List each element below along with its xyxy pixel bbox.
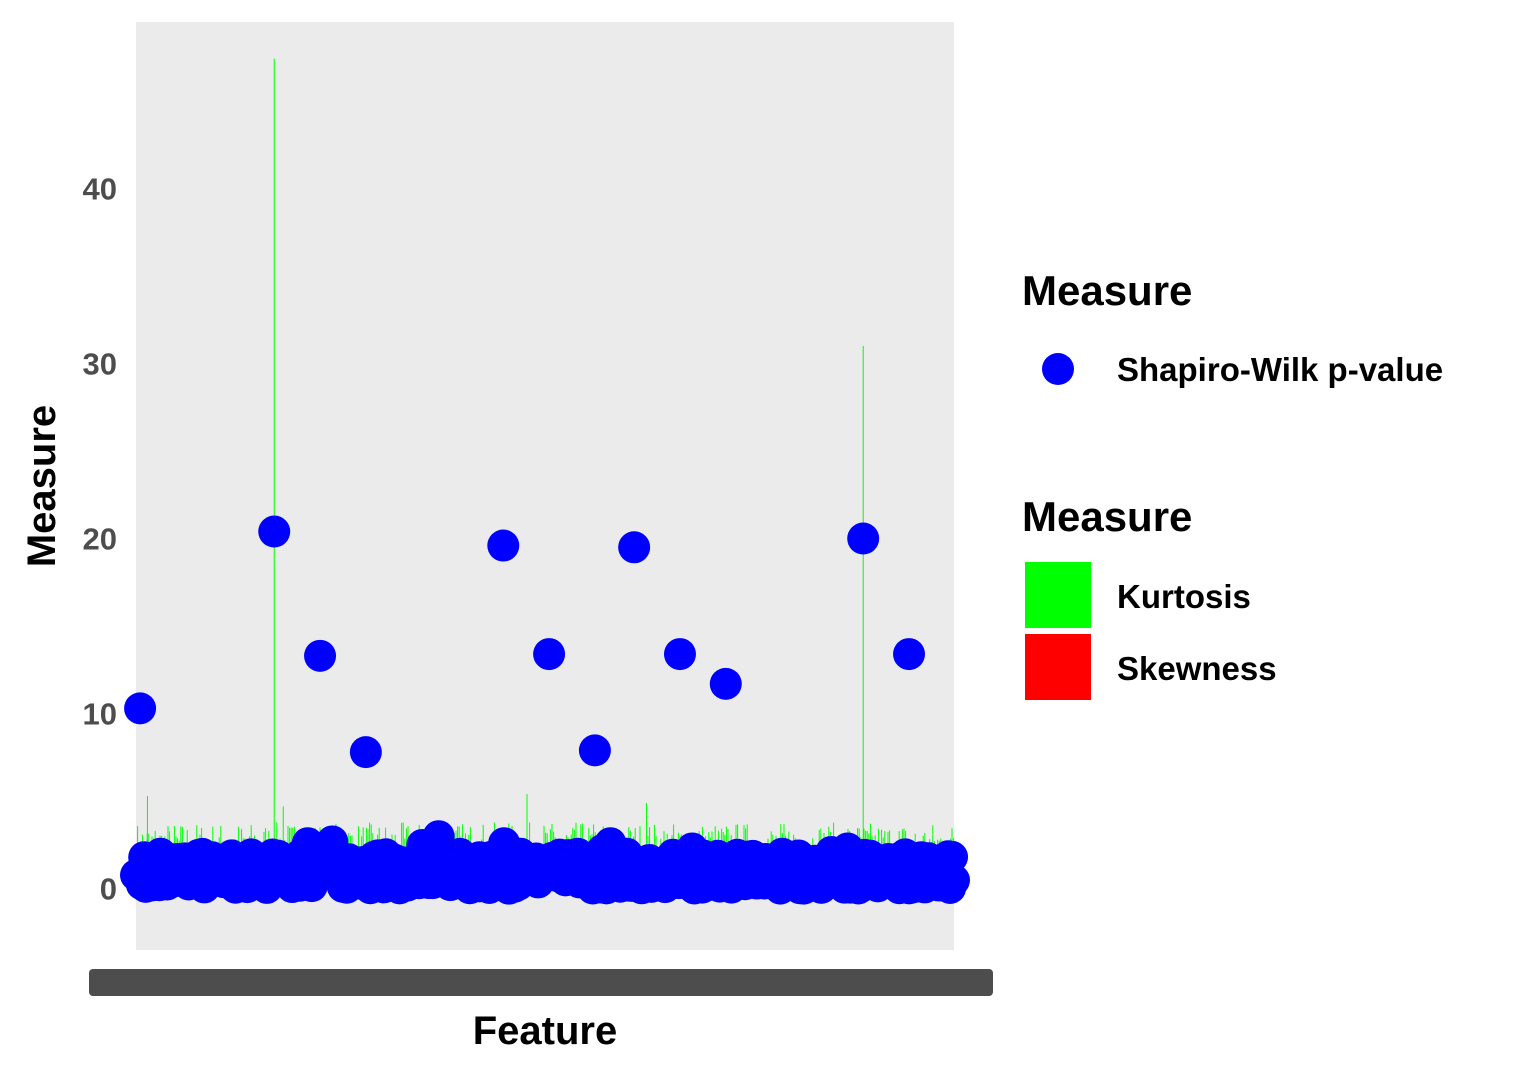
legend-label-shapiro-wilk: Shapiro-Wilk p-value: [1117, 351, 1443, 388]
shapiro-wilk-point: [725, 841, 758, 874]
shapiro-wilk-point: [422, 820, 455, 853]
y-tick-label: 0: [100, 872, 117, 907]
legend-points: Measure Shapiro-Wilk p-value: [1022, 267, 1443, 388]
y-tick-label: 40: [83, 171, 117, 206]
shapiro-wilk-point: [201, 844, 234, 877]
shapiro-wilk-point: [561, 837, 594, 870]
shapiro-wilk-point: [291, 827, 324, 860]
shapiro-wilk-point: [709, 667, 742, 700]
legend-title: Measure: [1022, 493, 1192, 540]
shapiro-wilk-point: [893, 638, 926, 671]
shapiro-wilk-point: [533, 638, 566, 671]
legend-fills: Measure Kurtosis Skewness: [1022, 493, 1277, 700]
shapiro-wilk-point: [618, 531, 651, 564]
shapiro-wilk-point: [643, 848, 676, 881]
shapiro-wilk-point: [349, 736, 382, 769]
shapiro-wilk-point: [226, 846, 259, 879]
shapiro-wilk-point: [921, 844, 954, 877]
legend-title: Measure: [1022, 267, 1192, 314]
legend-key-skewness: [1025, 634, 1091, 700]
shapiro-wilk-point: [847, 522, 880, 555]
x-axis-title: Feature: [473, 1009, 618, 1053]
shapiro-wilk-point: [872, 842, 905, 875]
shapiro-wilk-point: [520, 844, 553, 877]
y-tick-label: 10: [83, 697, 117, 732]
shapiro-wilk-point: [578, 734, 611, 767]
shapiro-wilk-point: [463, 841, 496, 874]
legend-label-skewness: Skewness: [1117, 650, 1277, 687]
shapiro-wilk-point: [124, 692, 157, 725]
shapiro-wilk-point: [692, 842, 725, 875]
legend-key-kurtosis: [1025, 562, 1091, 628]
plot-panel: [136, 22, 954, 950]
y-tick-label: 20: [83, 522, 117, 557]
x-tick-labels-overplotted: [89, 969, 993, 996]
y-tick-label: 30: [83, 346, 117, 381]
shapiro-wilk-point: [304, 639, 337, 672]
legend-label-kurtosis: Kurtosis: [1117, 578, 1251, 615]
y-axis-title: Measure: [20, 405, 64, 567]
shapiro-wilk-point: [381, 848, 414, 881]
shapiro-wilk-point: [831, 832, 864, 865]
shapiro-wilk-point: [487, 529, 520, 562]
legend-key-shapiro-wilk: [1042, 353, 1074, 385]
shapiro-wilk-point: [160, 842, 193, 875]
shapiro-wilk-point: [663, 638, 696, 671]
shapiro-wilk-points: [120, 515, 970, 905]
shapiro-wilk-point: [258, 515, 291, 548]
y-axis-ticks: 0 10 20 30 40: [83, 171, 117, 906]
shapiro-wilk-point: [316, 825, 349, 858]
